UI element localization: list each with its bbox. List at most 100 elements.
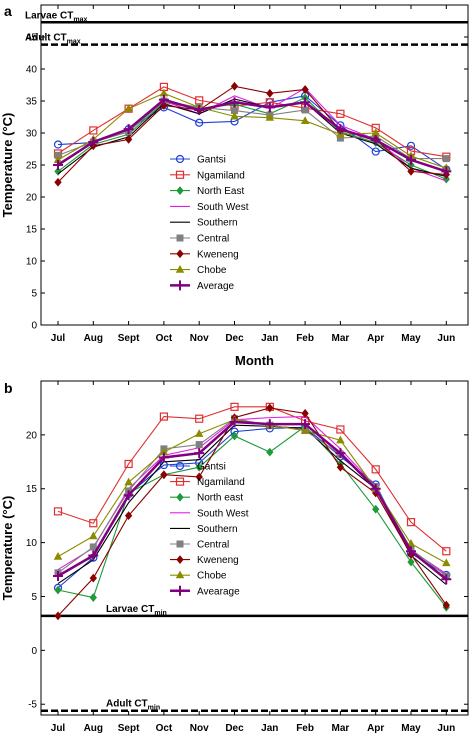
panel-b-legend-marker-north-east [176, 492, 184, 502]
ref-label-subscript: max [73, 16, 87, 23]
panel-b-legend-label-avearage: Avearage [197, 586, 240, 597]
panel-b-y-tick-label: -5 [28, 700, 37, 711]
panel-b-point-avearage-sept [123, 490, 134, 501]
panel-a-point-average-may [406, 154, 416, 165]
panel-b-letter: b [4, 380, 13, 396]
panel-b-legend-label-ngamiland: Ngamiland [197, 477, 245, 488]
panel-a-point-average-oct [158, 94, 169, 105]
panel-b-point-avearage-jul [53, 571, 63, 582]
panel-b-point-kweneng-jan [266, 403, 274, 413]
panel-a-y-tick-label: 25 [26, 161, 38, 172]
panel-a-point-ngamiland-aug [89, 126, 98, 135]
panel-b-legend-marker-avearage [175, 585, 185, 596]
panel-b-point-avearage-aug [88, 550, 99, 561]
panel-a-y-axis-title: Temperature (°C) [0, 113, 15, 218]
panel-a-point-average-jul [53, 160, 63, 170]
panel-b-x-tick-label-mar: Mar [332, 723, 350, 734]
panel-b-point-kweneng-sept [124, 511, 133, 521]
panel-a-point-kweneng-feb [301, 85, 309, 94]
panel-b-series-ngamiland [53, 402, 451, 556]
panel-b-legend-marker-ngamiland [175, 477, 185, 486]
panel-a-legend-label-kweneng: Kweneng [197, 249, 239, 260]
panel-a-x-tick-label-aug: Aug [84, 333, 103, 344]
ref-label-main: Larvae CT [25, 10, 73, 21]
panel-a-legend-marker-central [176, 234, 184, 242]
ref-label-subscript: min [148, 705, 160, 712]
panel-a-point-kweneng-jan [266, 88, 274, 98]
panel-b-point-north-east-apr [372, 504, 380, 514]
panel-b-series-line-north-east [57, 425, 447, 608]
ref-label-subscript: min [154, 610, 166, 617]
panel-b-legend-label-south-west: South West [197, 508, 249, 519]
panel-a-y-tick-label: 15 [26, 225, 38, 236]
panel-b-y-tick-label: 5 [31, 592, 37, 603]
panel-b-point-kweneng-oct [160, 470, 168, 480]
panel-b-point-kweneng-mar [336, 462, 345, 472]
panel-b-y-tick-label: 10 [26, 538, 38, 549]
panel-b-point-ngamiland-may [406, 518, 416, 527]
panel-b-legend: Gantsi Ngamiland North east South West South… [170, 461, 249, 597]
panel-a-point-central-jun [442, 155, 450, 163]
panel-a-point-average-feb [300, 97, 311, 108]
panel-b-point-north-east-jul [54, 585, 62, 595]
panel-a-point-kweneng-dec [230, 81, 239, 91]
panel-a-ref-label-larvae-ct-max: Larvae CTmax [25, 10, 87, 23]
panel-b-legend-marker-gantsi [175, 461, 185, 471]
panel-b-series-line-ngamiland [57, 406, 447, 552]
panel-b-point-avearage-dec [229, 416, 240, 427]
panel-b: b -5 0 5 10 15 20 Jul Aug Sept Oct Nov Dec Jan Feb Mar… [0, 380, 469, 734]
ref-label-main: Adult CT [106, 699, 148, 710]
panel-b-series-line-central [57, 418, 447, 577]
panel-a-point-chobe-apr [371, 128, 380, 137]
panel-a-legend-label-chobe: Chobe [197, 265, 227, 276]
panel-a-x-tick-label-dec: Dec [225, 333, 244, 344]
panel-a-series-line-southern [57, 98, 447, 178]
panel-b-legend-label-north-east: North east [197, 493, 243, 504]
panel-b-point-ngamiland-oct [159, 412, 168, 421]
panel-b-point-avearage-jun [441, 574, 452, 585]
panel-b-y-axis-title: Temperature (°C) [0, 496, 15, 601]
panel-b-x-tick-label-sept: Sept [118, 723, 140, 734]
panel-a-ref-label-adult-ct-max: Adult CTmax [25, 33, 81, 46]
panel-a-legend-label-ngamiland: Ngamiland [197, 170, 245, 181]
panel-b-point-ngamiland-dec [230, 402, 239, 411]
panel-b-point-chobe-jul [53, 551, 63, 560]
ref-label-subscript: max [67, 39, 81, 46]
panel-b-point-central-nov [195, 441, 203, 449]
panel-b-x-tick-label-dec: Dec [225, 723, 244, 734]
panel-a-legend-label-south-west: South West [197, 202, 249, 213]
panel-b-legend-marker-central [176, 540, 184, 548]
panel-b-y-tick-label: 20 [26, 430, 38, 441]
panel-b-legend-label-southern: Southern [197, 524, 238, 535]
panel-b-point-chobe-jun [442, 558, 451, 567]
panel-b-point-avearage-mar [335, 448, 346, 459]
panel-b-x-tick-label-jun: Jun [437, 723, 455, 734]
panel-a-legend-label-southern: Southern [197, 218, 238, 229]
panel-b-point-central-aug [89, 543, 97, 551]
panel-b-point-north-east-may [407, 557, 415, 567]
panel-a-legend-label-central: Central [197, 234, 229, 245]
panel-a-series-line-chobe [57, 92, 447, 169]
panel-a-x-axis-title: Month [235, 353, 274, 368]
panel-a-point-average-aug [88, 136, 99, 147]
panel-b-series-southern [57, 424, 447, 586]
panel-b-point-chobe-mar [336, 435, 345, 444]
panel-a-point-kweneng-oct [160, 101, 168, 110]
panel-a-legend-marker-north-east [176, 186, 184, 195]
panel-b-legend-marker-kweneng [176, 555, 184, 564]
panel-a-x-tick-label-jan: Jan [261, 333, 278, 344]
panel-a-point-average-jan [264, 102, 275, 113]
panel-a-y-tick-label: 35 [26, 97, 38, 108]
ref-label-main: Adult CT [25, 33, 67, 44]
panel-b-point-ngamiland-jul [53, 507, 63, 516]
panel-b-y-tick-label: 0 [31, 646, 37, 657]
panel-a-point-chobe-feb [300, 116, 310, 124]
panel-b-point-kweneng-feb [301, 408, 309, 418]
panel-b-x-tick-label-jan: Jan [261, 723, 278, 734]
panel-a-point-average-sept [123, 124, 134, 135]
panel-b-y-tick-label: 15 [26, 484, 38, 495]
panel-a-point-kweneng-jul [54, 177, 62, 187]
panel-a-legend-label-average: Average [197, 281, 235, 292]
panel-a-point-gantsi-jul [53, 140, 63, 149]
